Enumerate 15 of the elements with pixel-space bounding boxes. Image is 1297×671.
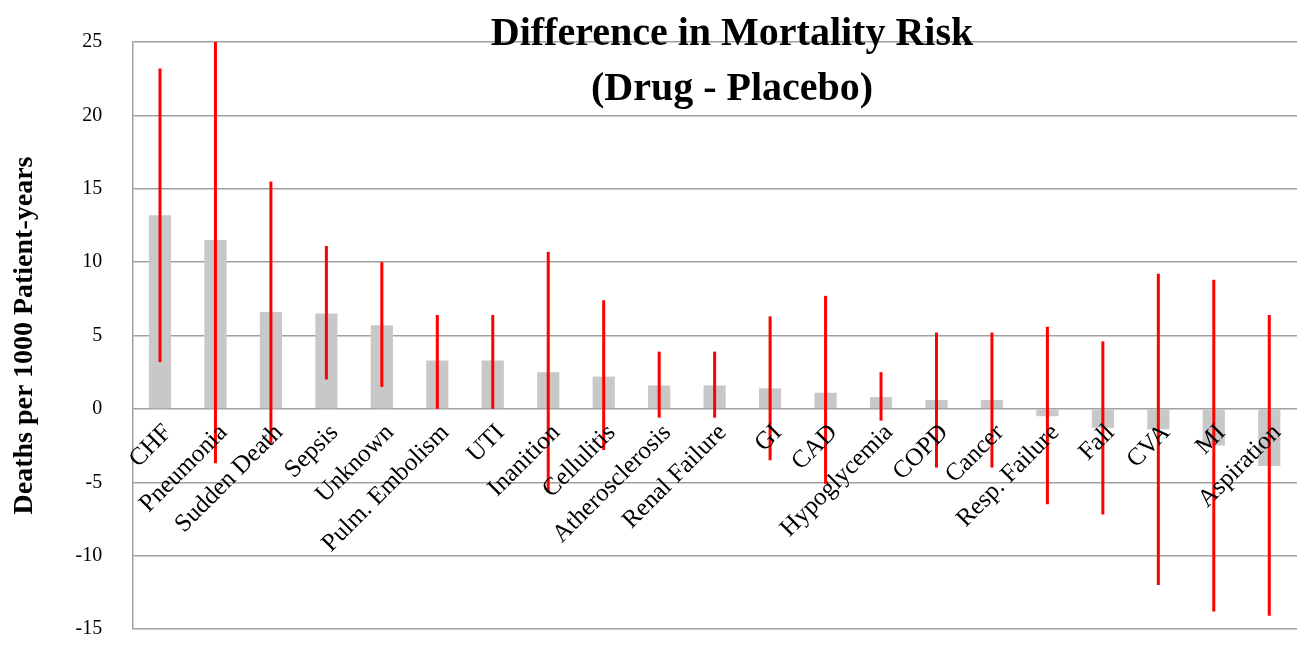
y-tick-label: 0 (92, 396, 103, 419)
y-axis-title: Deaths per 1000 Patient-years (7, 156, 39, 515)
y-tick-label: -5 (85, 469, 103, 492)
y-tick-label: 20 (82, 102, 103, 125)
chart-title: Difference in Mortality Risk (490, 9, 974, 55)
y-tick-label: 5 (92, 322, 103, 345)
x-tick-label: CVA (1120, 417, 1175, 473)
y-tick-label: -10 (75, 542, 103, 565)
y-tick-label: 25 (82, 29, 103, 52)
x-tick-label: Fall (1072, 417, 1120, 465)
text: (Drug - Placebo) (590, 64, 874, 110)
y-tick-label: 15 (82, 176, 103, 198)
y-tick-label: 10 (82, 249, 103, 272)
y-tick-label: -15 (75, 616, 103, 639)
bar (315, 313, 338, 409)
